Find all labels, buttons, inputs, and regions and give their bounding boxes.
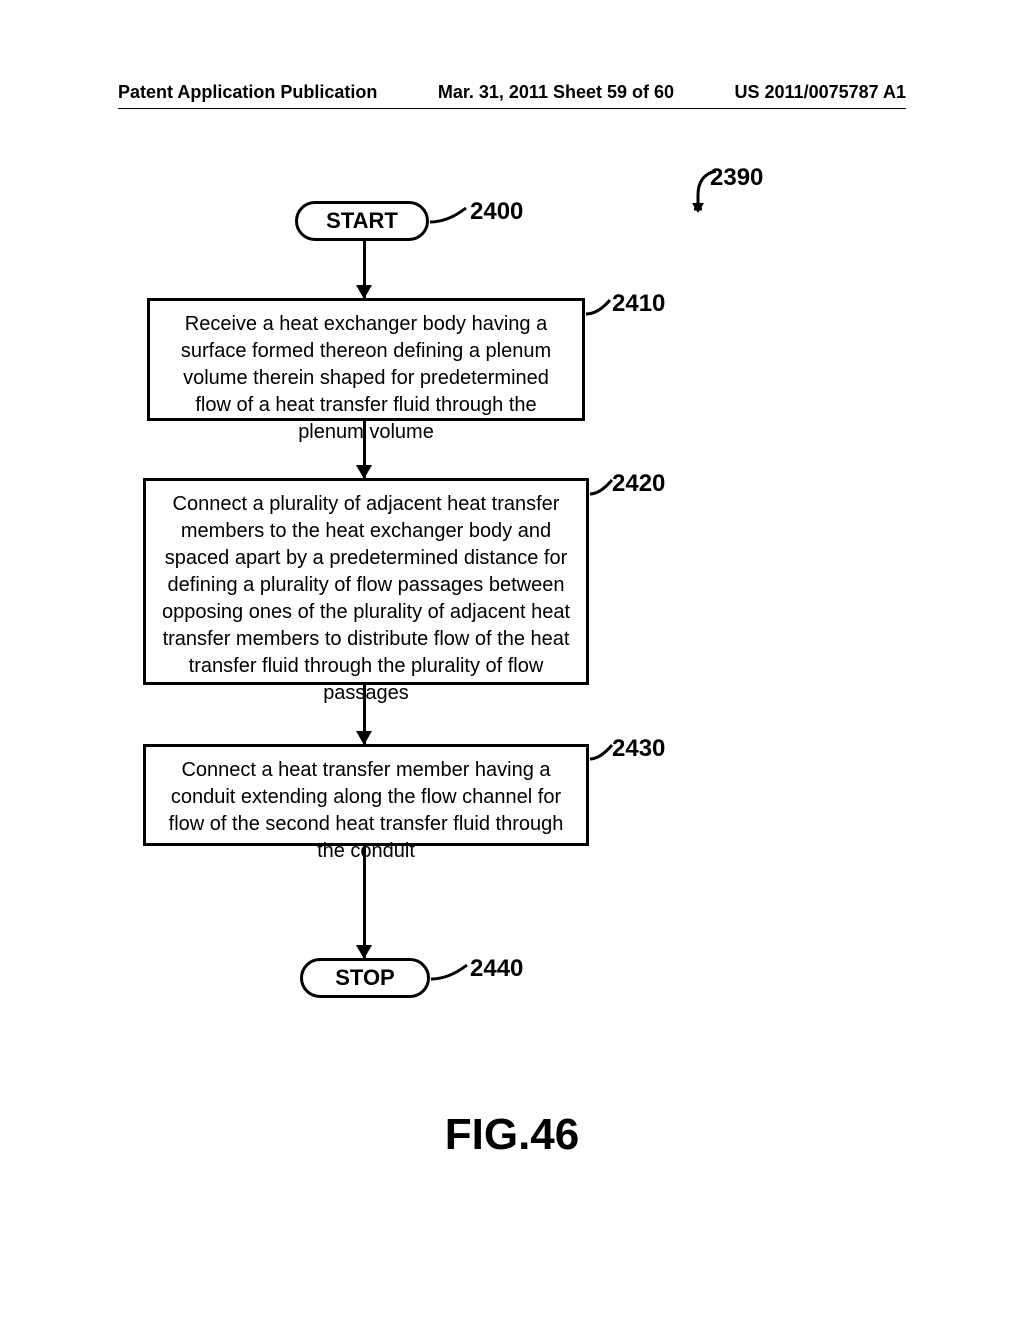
ref-2430: 2430 <box>612 735 665 763</box>
leader-2410 <box>584 296 616 320</box>
terminal-stop-text: STOP <box>335 965 395 991</box>
process-2420-text: Connect a plurality of adjacent heat tra… <box>162 493 570 704</box>
header-right: US 2011/0075787 A1 <box>735 82 906 103</box>
ref-2410: 2410 <box>612 290 665 318</box>
figure-caption: FIG.46 <box>0 1110 1024 1160</box>
ref-2420: 2420 <box>612 470 665 498</box>
ref-start: 2400 <box>470 198 523 226</box>
header-left: Patent Application Publication <box>118 82 377 103</box>
header-rule <box>118 108 906 109</box>
ref-stop: 2440 <box>470 955 523 983</box>
arrow-1 <box>363 241 366 298</box>
leader-2400 <box>428 204 472 228</box>
page-header: Patent Application Publication Mar. 31, … <box>0 82 1024 103</box>
leader-2440 <box>429 961 473 985</box>
terminal-start-text: START <box>326 208 398 234</box>
process-2420: Connect a plurality of adjacent heat tra… <box>143 478 589 685</box>
page: Patent Application Publication Mar. 31, … <box>0 0 1024 1320</box>
process-2410-text: Receive a heat exchanger body having a s… <box>181 313 551 443</box>
terminal-stop: STOP <box>300 958 430 998</box>
leader-2420 <box>588 476 618 500</box>
header-center: Mar. 31, 2011 Sheet 59 of 60 <box>438 82 674 103</box>
process-2410: Receive a heat exchanger body having a s… <box>147 298 585 421</box>
leader-2390 <box>688 165 728 213</box>
leader-2430 <box>588 741 618 765</box>
process-2430: Connect a heat transfer member having a … <box>143 744 589 846</box>
process-2430-text: Connect a heat transfer member having a … <box>169 759 564 862</box>
terminal-start: START <box>295 201 429 241</box>
